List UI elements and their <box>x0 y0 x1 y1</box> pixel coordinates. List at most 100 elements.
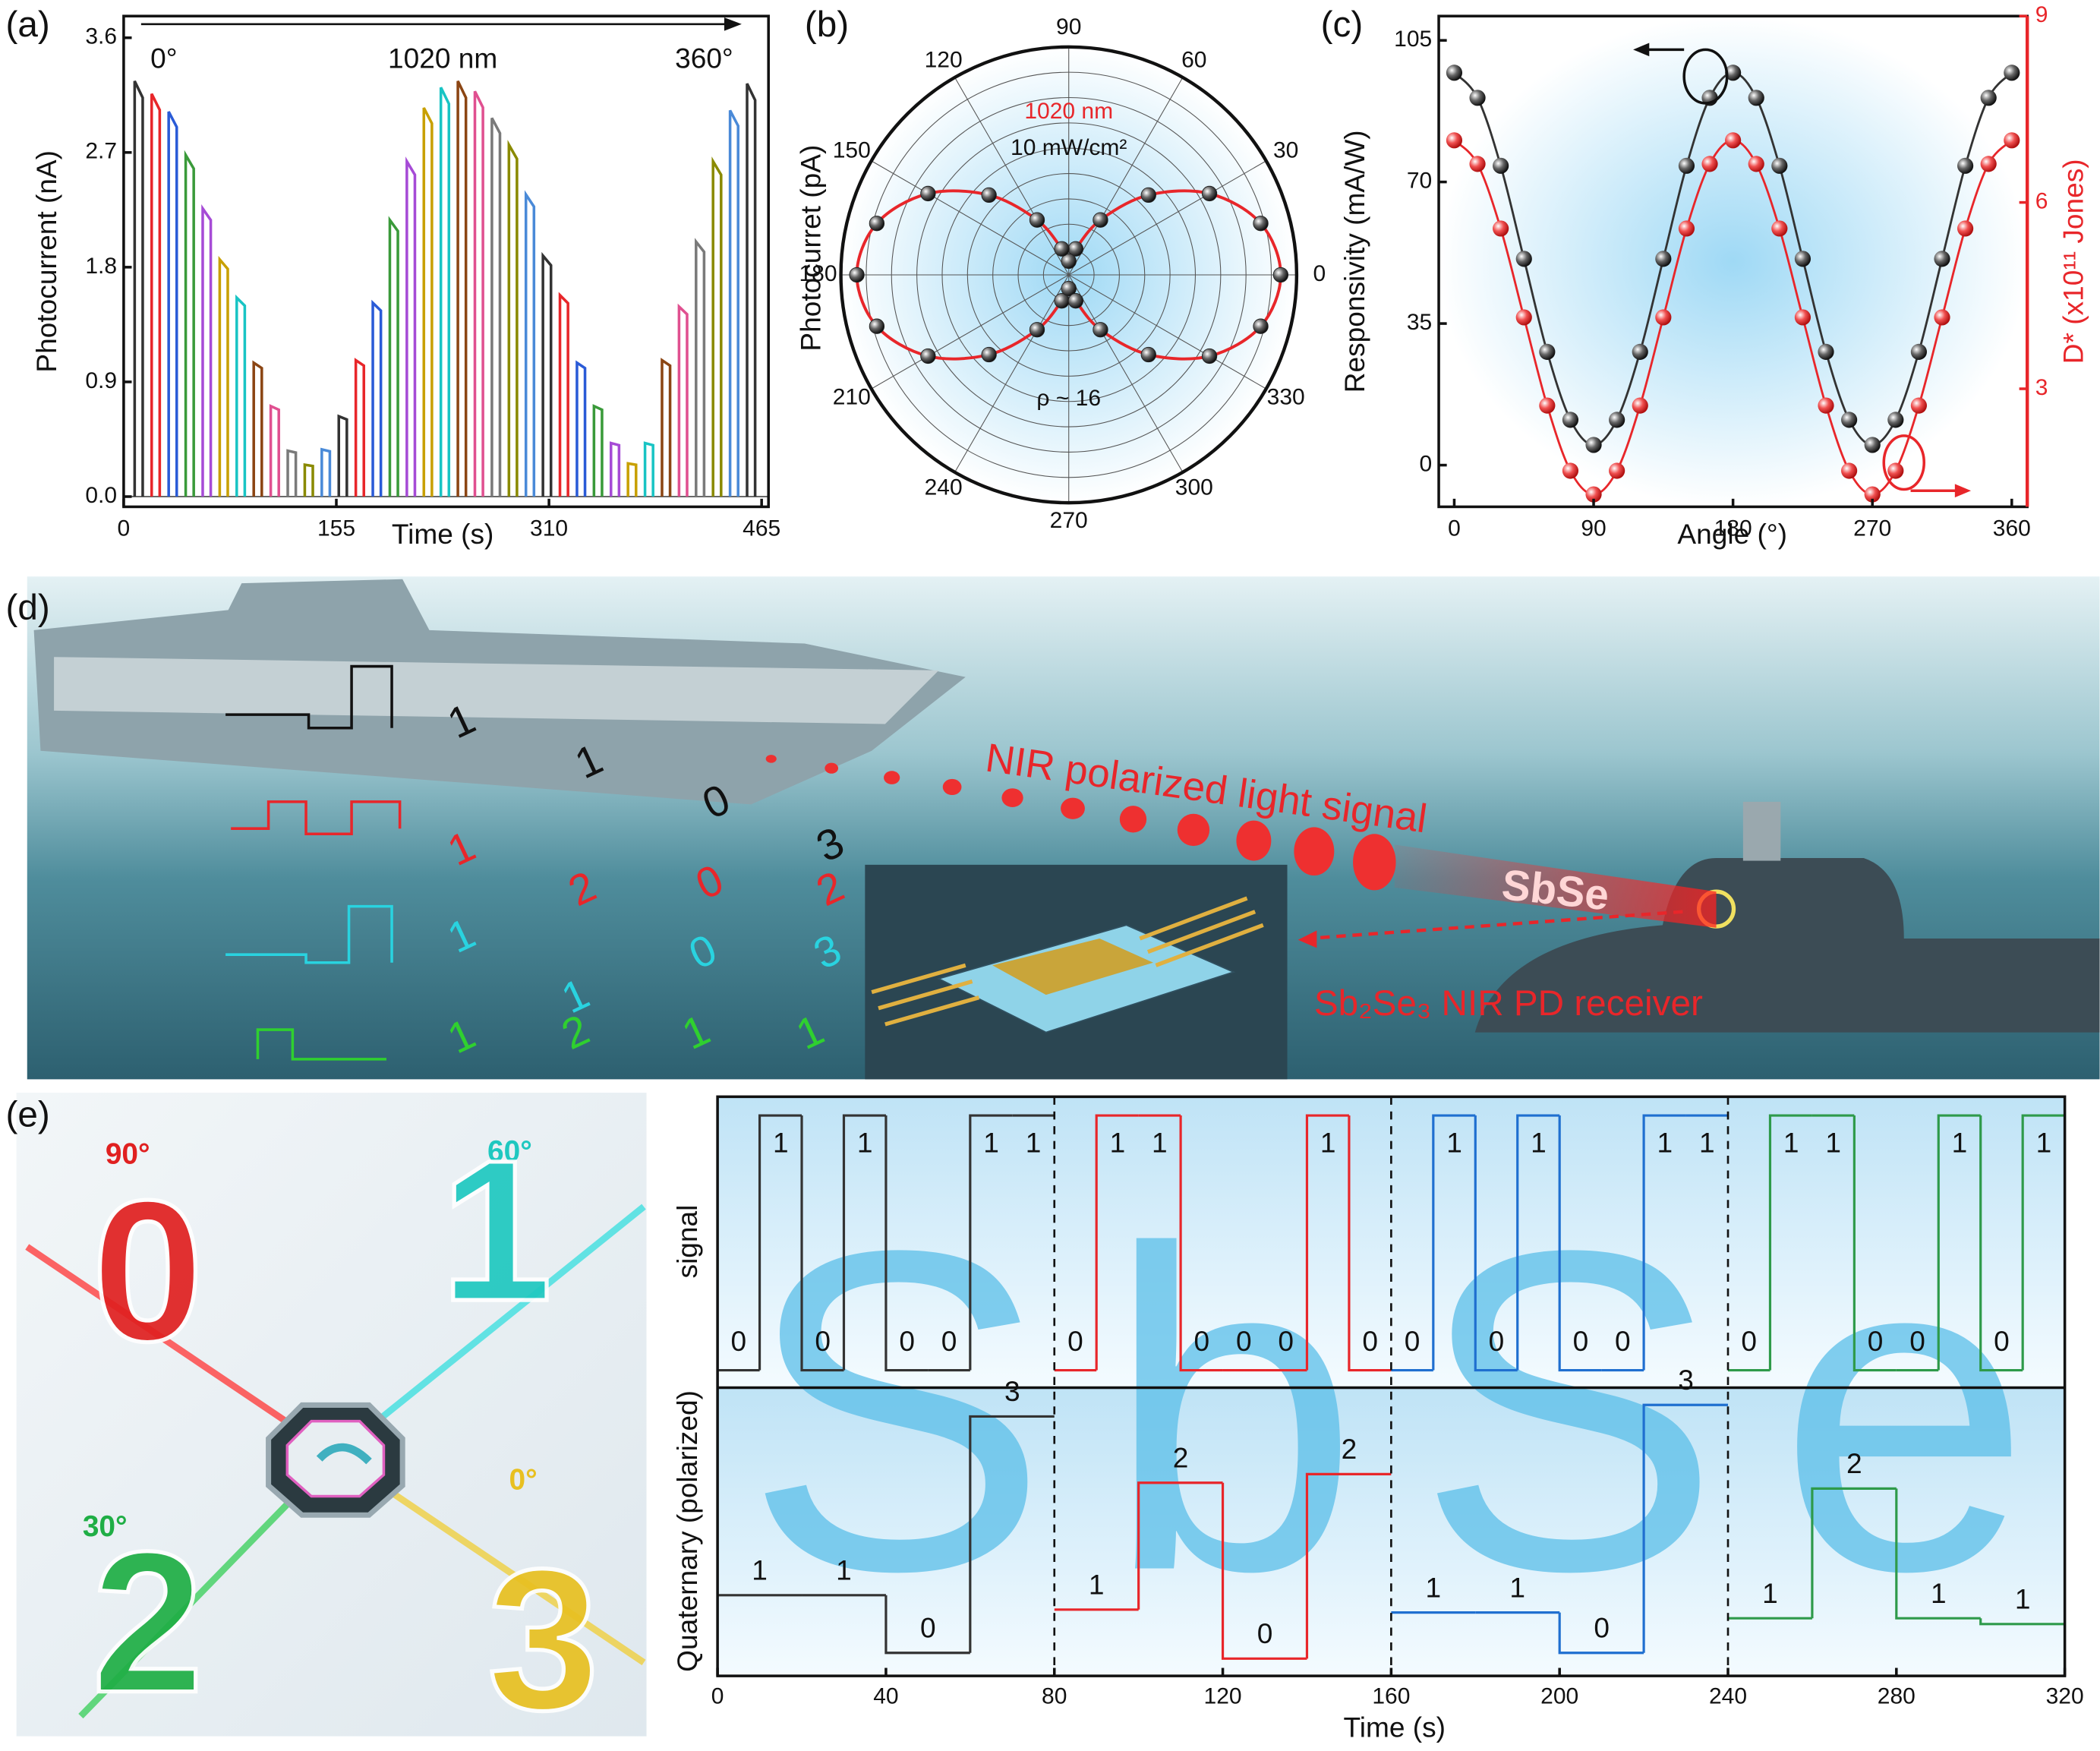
data-point <box>849 267 865 283</box>
data-point <box>920 348 936 364</box>
data-point <box>1818 343 1834 360</box>
signal-bit <box>1558 1115 1602 1372</box>
data-point <box>1585 486 1602 503</box>
annotation: ρ ~ 16 <box>1036 386 1101 411</box>
bit-label: 0 <box>1573 1325 1589 1357</box>
theta-tick-label: 90 <box>1056 14 1081 39</box>
bit-label: 0 <box>1278 1325 1294 1357</box>
data-point <box>1655 309 1672 326</box>
bit-label: 0 <box>1994 1325 2010 1357</box>
bit-label: 0 <box>815 1325 831 1357</box>
pulse <box>677 303 689 497</box>
data-point <box>1678 157 1695 174</box>
theta-tick-label: 300 <box>1175 475 1213 500</box>
plot-frame <box>122 14 770 509</box>
signal-bit <box>1852 1115 1897 1372</box>
data-point <box>1272 267 1289 283</box>
pulse <box>371 299 383 497</box>
level-label: 2 <box>1342 1433 1357 1465</box>
waveform-black <box>225 664 393 730</box>
data-point <box>1539 343 1556 360</box>
annotation: 10 mW/cm² <box>1011 135 1127 160</box>
angle-label: 0° <box>509 1463 538 1496</box>
panel-label: (b) <box>805 5 849 45</box>
bit-label: 1 <box>983 1127 999 1159</box>
panel-label: (c) <box>1321 5 1364 45</box>
bit-label: 0 <box>1362 1325 1378 1357</box>
y-tick-label: 0 <box>1420 451 1433 476</box>
x-axis-label: Angle (°) <box>1677 518 1787 550</box>
grid-spoke <box>954 274 1070 473</box>
data-point <box>1446 65 1463 81</box>
waveform-green <box>256 1028 386 1061</box>
chip-wires <box>871 896 1264 1027</box>
x-tick-label: 320 <box>2046 1683 2084 1708</box>
pulse <box>303 462 314 497</box>
angle-label: 90° <box>106 1137 150 1170</box>
data-point <box>1632 343 1648 360</box>
angle-label: 60° <box>487 1135 532 1168</box>
bit-label: 1 <box>1531 1127 1547 1159</box>
digit-3d: 1 <box>440 1118 552 1343</box>
data-point <box>1887 412 1904 428</box>
grid-spoke <box>1068 77 1184 276</box>
data-point <box>1585 437 1602 453</box>
signal-bit <box>1642 1114 1686 1371</box>
digit-3d: 2 <box>92 1510 203 1735</box>
data-point <box>1748 156 1764 172</box>
data-point <box>1067 293 1084 309</box>
beam-text: SbSe <box>1499 860 1611 919</box>
signal-bit <box>1768 1114 1812 1371</box>
data-point <box>981 346 997 363</box>
bit-label: 1 <box>1825 1127 1841 1159</box>
grid-spoke <box>871 274 1069 390</box>
y-tick-label: 3.6 <box>85 24 117 49</box>
y2-tick-label: 3 <box>2035 375 2048 400</box>
bit-label: 1 <box>1446 1127 1462 1159</box>
y-axis-label: signal <box>671 1205 703 1279</box>
data-point <box>1678 220 1695 237</box>
data-point <box>1655 251 1672 267</box>
bit-label: 1 <box>1952 1127 1968 1159</box>
data-point <box>1725 65 1742 81</box>
pulse <box>609 441 621 497</box>
current-level <box>1137 1481 1223 1610</box>
panel-label: (a) <box>6 5 50 45</box>
pulse <box>728 109 739 497</box>
signal-bit <box>1979 1115 2023 1372</box>
x-tick-label: 200 <box>1540 1683 1578 1708</box>
wave-dots <box>765 755 1396 891</box>
current-level <box>1642 1403 1729 1653</box>
data-point <box>1539 397 1556 414</box>
pulse <box>507 140 519 497</box>
pulse <box>252 360 263 497</box>
x-tick-label: 90 <box>1581 516 1606 541</box>
data-point <box>1061 280 1077 297</box>
data-point <box>1493 220 1509 237</box>
current-level <box>1221 1482 1307 1660</box>
signal-bit <box>1348 1115 1392 1372</box>
illustration-e <box>16 1093 647 1737</box>
submarine <box>1474 858 2100 1033</box>
x-tick-label: 40 <box>873 1683 898 1708</box>
level-label: 0 <box>1257 1617 1273 1649</box>
data-point <box>1140 187 1156 203</box>
waveform-red <box>231 800 402 836</box>
data-point <box>1748 90 1764 106</box>
data-point <box>1887 462 1904 479</box>
data-point <box>1910 343 1927 360</box>
pulse <box>405 156 417 497</box>
theta-tick-label: 120 <box>925 48 963 73</box>
grid-spoke <box>1068 160 1266 276</box>
bit-label: 0 <box>1194 1325 1210 1357</box>
data-point <box>1957 220 1974 237</box>
pulse <box>575 360 587 497</box>
pulse <box>626 462 638 497</box>
data-point <box>869 318 885 334</box>
illustration-d: NIR polarized light signal Sb₂Se₃ NIR PD… <box>27 576 2100 1080</box>
current-level <box>1811 1487 1897 1619</box>
pulse <box>439 87 451 497</box>
data-point <box>1957 157 1974 174</box>
angle-label: 30° <box>83 1510 128 1543</box>
x-tick-label: 0 <box>1448 516 1461 541</box>
